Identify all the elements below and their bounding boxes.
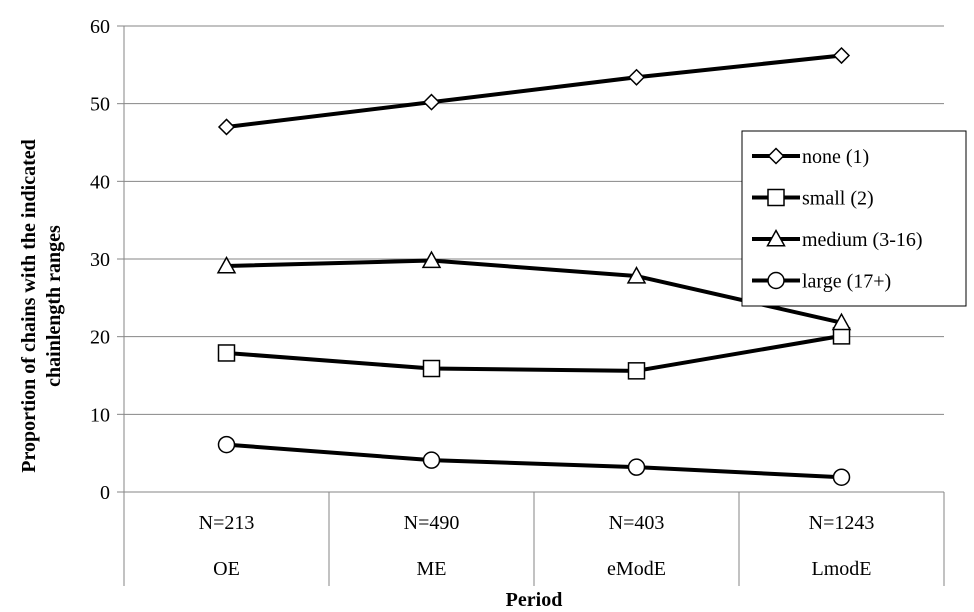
- x-sample-size-label: N=1243: [809, 512, 875, 534]
- legend-item: small (2): [752, 188, 874, 210]
- x-axis: N=213 N=490 N=403 N=1243 OE ME eModE LmodE: [123, 491, 945, 586]
- y-axis-title-line-2: chainlength ranges: [43, 225, 65, 387]
- y-tick-label: 0: [100, 482, 110, 504]
- x-axis-title: Period: [506, 589, 563, 611]
- y-tick-label: 50: [90, 94, 110, 116]
- data-point: [627, 362, 646, 380]
- data-point: [422, 93, 441, 111]
- legend-label: none (1): [802, 146, 869, 168]
- data-point: [626, 266, 647, 284]
- y-tick-label: 10: [90, 404, 110, 426]
- legend-marker: [767, 271, 785, 290]
- legend-label: small (2): [802, 188, 874, 210]
- legend-label: medium (3-16): [802, 229, 923, 251]
- legend-item: none (1): [752, 146, 869, 168]
- y-tick-label: 60: [90, 16, 110, 38]
- data-point: [832, 468, 851, 486]
- legend-marker: [767, 147, 785, 165]
- data-point: [422, 359, 441, 378]
- x-category-label: LmodE: [812, 558, 872, 580]
- data-point: [216, 255, 237, 274]
- series-layer: [216, 46, 852, 486]
- data-point: [627, 68, 646, 86]
- legend-item: large (17+): [752, 271, 891, 293]
- series-line: [226, 442, 842, 480]
- y-axis-title-line-1: Proportion of chains with the indicated: [18, 139, 40, 473]
- series-line: [226, 53, 842, 129]
- data-point: [832, 46, 851, 65]
- x-sample-size-label: N=490: [404, 512, 460, 534]
- data-point: [832, 327, 851, 345]
- data-point: [217, 118, 236, 136]
- x-sample-size-label: N=403: [609, 512, 665, 534]
- y-tick-label: 30: [90, 249, 110, 271]
- series-circle: [217, 435, 851, 486]
- data-point: [217, 435, 236, 454]
- y-tick-label: 40: [90, 171, 110, 193]
- legend-marker: [766, 228, 786, 247]
- data-point: [217, 344, 236, 362]
- y-tick-label: 20: [90, 327, 110, 349]
- legend-item: medium (3-16): [752, 228, 923, 251]
- legend-marker: [767, 188, 785, 207]
- series-line: [226, 333, 842, 373]
- x-category-label: OE: [213, 558, 240, 580]
- gridlines: [124, 25, 944, 415]
- y-axis-ticks: 0 10 20 30 40 50 60: [90, 16, 125, 504]
- series-diamond: [217, 46, 851, 136]
- legend-label: large (17+): [802, 271, 891, 293]
- data-point: [421, 250, 442, 269]
- data-point: [422, 451, 441, 469]
- data-point: [627, 458, 646, 476]
- data-point: [831, 312, 852, 331]
- series-line: [226, 258, 842, 325]
- legend: none (1) small (2) medium (3-16) large (17+…: [741, 130, 967, 307]
- x-category-label: ME: [417, 558, 447, 580]
- x-sample-size-label: N=213: [199, 512, 255, 534]
- series-square: [217, 327, 851, 380]
- x-category-label: eModE: [607, 558, 666, 580]
- series-triangle: [216, 250, 852, 331]
